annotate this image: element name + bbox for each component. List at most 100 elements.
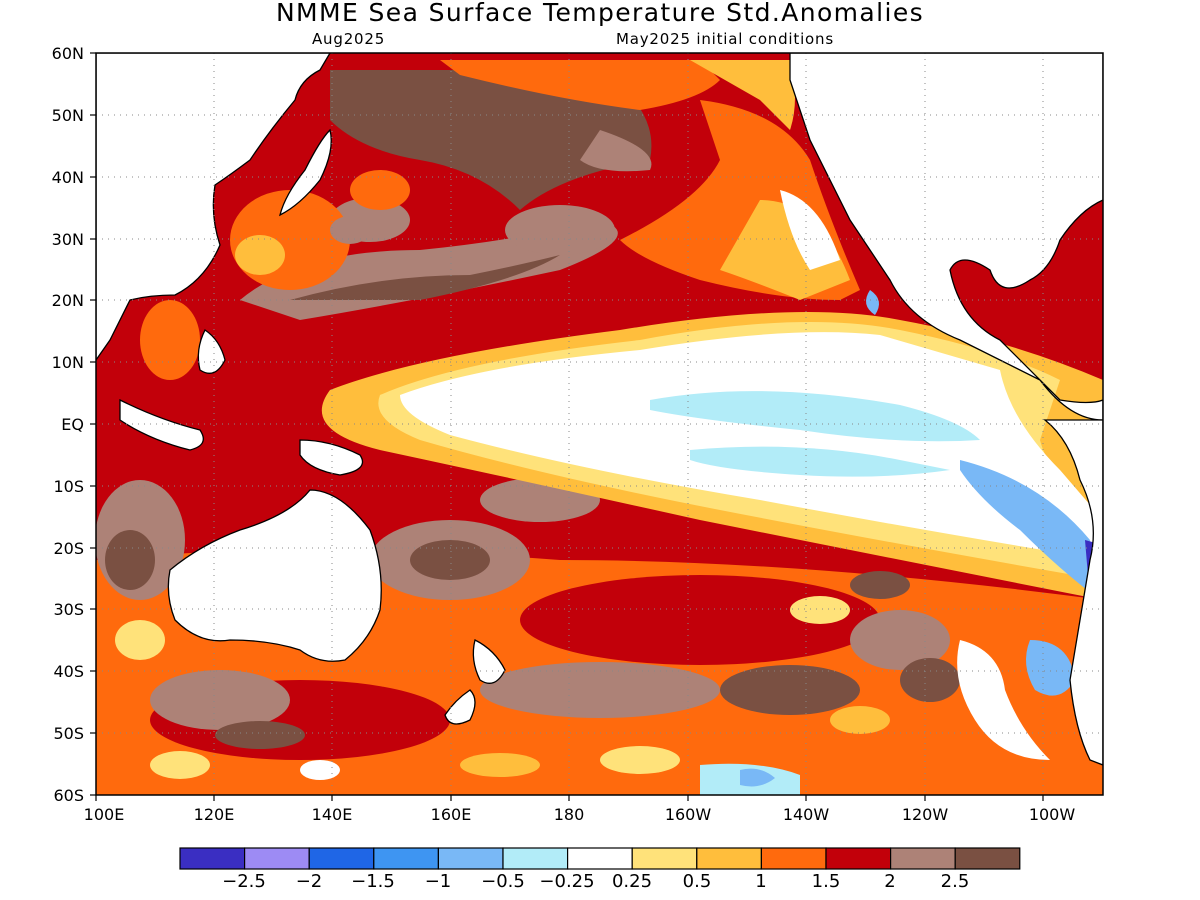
philippines-landmass bbox=[197, 329, 226, 374]
lon-label: 100W bbox=[1028, 805, 1076, 824]
south-anomaly-patch bbox=[150, 670, 290, 730]
south-anomaly-patch bbox=[105, 530, 155, 590]
north-anomaly-patch bbox=[740, 768, 775, 787]
lon-label: 180 bbox=[553, 805, 585, 824]
initial-conditions: May2025 initial conditions bbox=[616, 30, 834, 48]
north-anomaly-patch bbox=[780, 190, 840, 270]
south-anomaly-patch bbox=[850, 610, 950, 670]
south-anomaly-patch bbox=[830, 706, 890, 734]
south-anomaly-patch bbox=[480, 662, 720, 718]
cool-anomaly-patch bbox=[690, 446, 950, 477]
colorbar-swatch bbox=[566, 847, 633, 870]
new-zealand-north bbox=[472, 639, 506, 684]
colorbar-label: −0.5 bbox=[481, 871, 525, 892]
north-anomaly-patch bbox=[690, 60, 795, 130]
north-america-landmass bbox=[789, 53, 1103, 421]
north-anomaly-patch bbox=[235, 235, 285, 275]
lon-label: 120W bbox=[901, 805, 949, 824]
south-anomaly-patch bbox=[460, 753, 540, 777]
colorbar-swatch bbox=[954, 847, 1021, 870]
colorbar-swatch bbox=[308, 847, 375, 870]
south-anomaly-patch bbox=[520, 575, 880, 665]
colorbar-swatch bbox=[179, 847, 246, 870]
colorbar-label: 2.5 bbox=[940, 871, 970, 892]
landmasses bbox=[96, 53, 1103, 766]
lat-label: 30N bbox=[51, 230, 84, 249]
lon-label: 100E bbox=[83, 805, 125, 824]
south-america-landmass bbox=[1043, 419, 1103, 766]
north-pacific-cold-core bbox=[330, 70, 652, 210]
colorbar-swatch bbox=[437, 847, 504, 870]
lat-label: 50N bbox=[51, 106, 84, 125]
lat-label: 20S bbox=[53, 539, 84, 558]
colorbar-label: 1 bbox=[755, 871, 767, 892]
north-anomaly-patch bbox=[350, 170, 410, 210]
south-anomaly-patch bbox=[850, 571, 910, 599]
colorbar-swatch bbox=[244, 847, 310, 870]
colorbar-label: −0.25 bbox=[539, 871, 595, 892]
axis-ticks bbox=[90, 52, 1044, 801]
map-title: NMME Sea Surface Temperature Std.Anomali… bbox=[275, 0, 925, 27]
lat-label: 10N bbox=[51, 353, 84, 372]
colorbar-label: 1.5 bbox=[811, 871, 841, 892]
north-anomaly-patch bbox=[290, 255, 560, 300]
colorbar-label: −2.5 bbox=[222, 871, 266, 892]
south-anomaly-patch bbox=[900, 658, 960, 702]
map-gridlines bbox=[96, 53, 1103, 795]
lat-label: 50S bbox=[53, 724, 84, 743]
south-anomaly-patch bbox=[300, 760, 340, 780]
lon-label: 120E bbox=[193, 805, 235, 824]
lon-label: 160E bbox=[430, 805, 472, 824]
colorbar-swatch bbox=[373, 847, 439, 870]
lat-label: 60S bbox=[53, 786, 84, 805]
borneo-sumatra bbox=[119, 398, 204, 451]
south-anomaly-patch bbox=[150, 751, 210, 779]
north-anomaly-patch bbox=[957, 640, 1050, 760]
colorbar-label: 0.5 bbox=[682, 871, 712, 892]
colorbar-swatch bbox=[825, 847, 892, 870]
colorbar bbox=[179, 847, 1021, 870]
colorbar-swatch bbox=[889, 847, 956, 870]
lat-label: 40N bbox=[51, 168, 84, 187]
north-anomaly-patch bbox=[505, 205, 615, 255]
north-anomaly-patch bbox=[866, 290, 879, 315]
australia-landmass bbox=[167, 489, 382, 662]
colorbar-swatch bbox=[760, 847, 827, 870]
north-anomaly-patch bbox=[330, 216, 370, 244]
japan-landmass bbox=[279, 128, 332, 217]
south-anomaly-patch bbox=[720, 665, 860, 715]
lat-label: 40S bbox=[53, 662, 84, 681]
lat-label: EQ bbox=[61, 415, 84, 434]
lon-label: 140E bbox=[311, 805, 353, 824]
north-anomaly-patch bbox=[440, 60, 720, 110]
lon-label: 140W bbox=[782, 805, 830, 824]
south-anomaly-patch bbox=[410, 540, 490, 580]
map-field bbox=[96, 53, 1103, 795]
colorbar-label: −2 bbox=[295, 871, 323, 892]
new-guinea-landmass bbox=[299, 439, 364, 476]
colorbar-swatch bbox=[502, 847, 569, 870]
north-anomaly-patch bbox=[1026, 640, 1075, 696]
lon-label: 160W bbox=[664, 805, 712, 824]
south-anomaly-patch bbox=[215, 721, 305, 749]
tropical-neutral-tongue bbox=[400, 332, 1103, 560]
colorbar-label: 0.25 bbox=[611, 871, 653, 892]
colorbar-swatch bbox=[631, 847, 698, 870]
lat-label: 60N bbox=[51, 44, 84, 63]
colorbar-swatch bbox=[696, 847, 762, 870]
colorbar-label: −1 bbox=[424, 871, 452, 892]
south-anomaly-patch bbox=[790, 596, 850, 624]
north-anomaly-patch bbox=[140, 300, 200, 380]
lat-label: 10S bbox=[53, 477, 84, 496]
cool-anomaly-patch bbox=[960, 460, 1100, 600]
new-zealand-south bbox=[444, 689, 476, 725]
colorbar-label: −1.5 bbox=[351, 871, 395, 892]
colorbar-label: 2 bbox=[884, 871, 896, 892]
south-anomaly-patch bbox=[115, 620, 165, 660]
lat-label: 30S bbox=[53, 600, 84, 619]
cool-anomaly-patch bbox=[650, 391, 980, 442]
valid-month: Aug2025 bbox=[312, 30, 386, 48]
lat-label: 20N bbox=[51, 291, 84, 310]
south-anomaly-patch bbox=[600, 746, 680, 774]
